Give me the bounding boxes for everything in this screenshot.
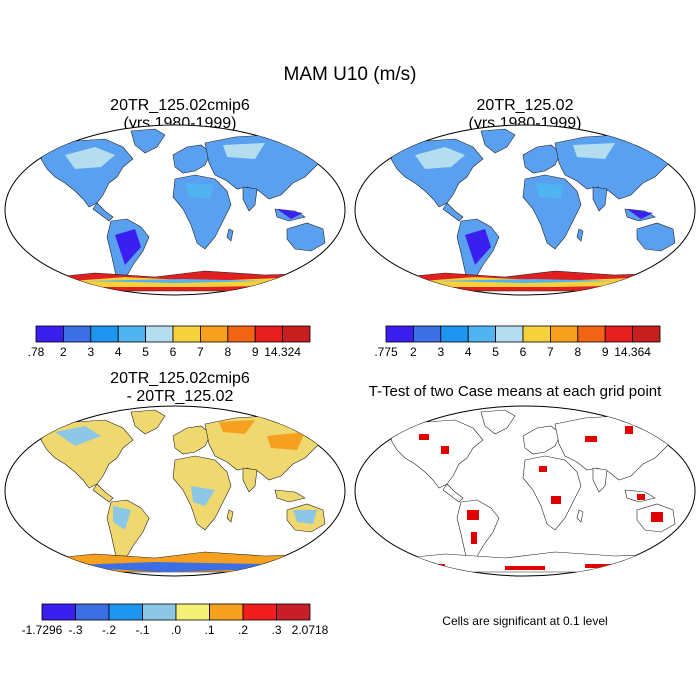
colorbar-1-label: 3 [87,345,94,359]
colorbar-2-box [522,325,551,343]
colorbar-2-boxes [385,325,661,343]
panel-2-title-line1: 20TR_125.02 [476,97,574,114]
colorbar-1-box [172,325,201,343]
map-panel-3 [4,405,346,577]
colorbar-2-box [495,325,524,343]
colorbar-2-label: 5 [492,345,499,359]
colorbar-2-label: 6 [520,345,527,359]
map-panel-4 [354,405,696,577]
colorbar-2-box [467,325,496,343]
colorbar-3-box [41,603,76,621]
colorbar-2-box [413,325,442,343]
colorbar-3-box [276,603,311,621]
colorbar-1-label: 14.324 [264,345,301,359]
colorbar-2-label: 9 [602,345,609,359]
panel-3-title-line1: 20TR_125.02cmip6 [110,370,250,387]
colorbar-3-box [242,603,277,621]
colorbar-2-label: .775 [374,345,398,359]
colorbar-2-label: 2 [410,345,417,359]
colorbar-1-labels: .78 2 3 4 5 6 7 8 9 14.324 [28,345,302,359]
colorbar-1-box [63,325,92,343]
colorbar-3-box [108,603,143,621]
colorbar-2-box [577,325,606,343]
colorbar-2-labels: .775 2 3 4 5 6 7 8 9 14.364 [374,345,651,359]
colorbar-3-label: -1.7296 [22,623,63,637]
colorbar-3-label: .0 [171,623,181,637]
colorbar-1-box [35,325,64,343]
colorbar-1-label: 4 [115,345,122,359]
colorbar-1-boxes [35,325,311,343]
figure-title: MAM U10 (m/s) [283,64,417,85]
colorbar-1-label: 7 [197,345,204,359]
colorbar-1-label: 2 [60,345,67,359]
colorbar-3-label: .3 [271,623,281,637]
colorbar-2-label: 4 [465,345,472,359]
colorbar-2-box [604,325,633,343]
colorbar-3-box [175,603,210,621]
colorbar-3-boxes [41,603,311,621]
land-field [34,409,338,573]
colorbar-3-box [75,603,110,621]
colorbar-3: -1.7296 -.3 -.2 -.1 .0 .1 .2 .3 2.0718 [22,603,329,637]
colorbar-2-box [549,325,579,343]
colorbar-1: .78 2 3 4 5 6 7 8 9 14.324 [28,325,311,359]
panel-4-title-line1: T-Test of two Case means at each grid po… [368,383,662,400]
colorbar-1-box [90,325,119,343]
colorbar-2: .775 2 3 4 5 6 7 8 9 14.364 [374,325,661,359]
colorbar-3-label: -.1 [135,623,149,637]
colorbar-3-box [142,603,177,621]
colorbar-2-label: 8 [574,345,581,359]
colorbar-1-box [227,325,256,343]
colorbar-3-box [209,603,244,621]
colorbar-1-label: 5 [142,345,149,359]
colorbar-1-box [254,325,283,343]
colorbar-2-label: 3 [437,345,444,359]
map-panel-1 [4,124,346,296]
colorbar-1-label: 8 [224,345,231,359]
colorbar-3-label: 2.0718 [292,623,329,637]
colorbar-1-label: 9 [252,345,259,359]
colorbar-1-label: 6 [170,345,177,359]
colorbar-1-label: .78 [28,345,45,359]
colorbar-1-box [199,325,229,343]
colorbar-3-label: .1 [204,623,214,637]
colorbar-2-box [440,325,469,343]
panel-1-title-line1: 20TR_125.02cmip6 [110,97,250,114]
map-panel-2 [354,124,696,296]
colorbar-1-box [117,325,146,343]
colorbar-1-box [145,325,174,343]
panel-4-title: T-Test of two Case means at each grid po… [345,383,685,401]
panel-3-title: 20TR_125.02cmip6 - 20TR_125.02 [55,370,305,406]
colorbar-3-label: -.2 [102,623,116,637]
colorbar-3-label: -.3 [68,623,82,637]
colorbar-2-box [385,325,414,343]
colorbar-3-label: .2 [238,623,248,637]
colorbar-1-box [282,325,311,343]
colorbar-2-box [632,325,661,343]
land-field [384,128,688,292]
colorbar-2-label: 14.364 [614,345,651,359]
colorbar-2-label: 7 [547,345,554,359]
significance-note: Cells are significant at 0.1 level [442,614,608,628]
colorbar-3-labels: -1.7296 -.3 -.2 -.1 .0 .1 .2 .3 2.0718 [22,623,329,637]
land-field [34,128,338,292]
panel-3-title-line2: - 20TR_125.02 [126,388,234,405]
